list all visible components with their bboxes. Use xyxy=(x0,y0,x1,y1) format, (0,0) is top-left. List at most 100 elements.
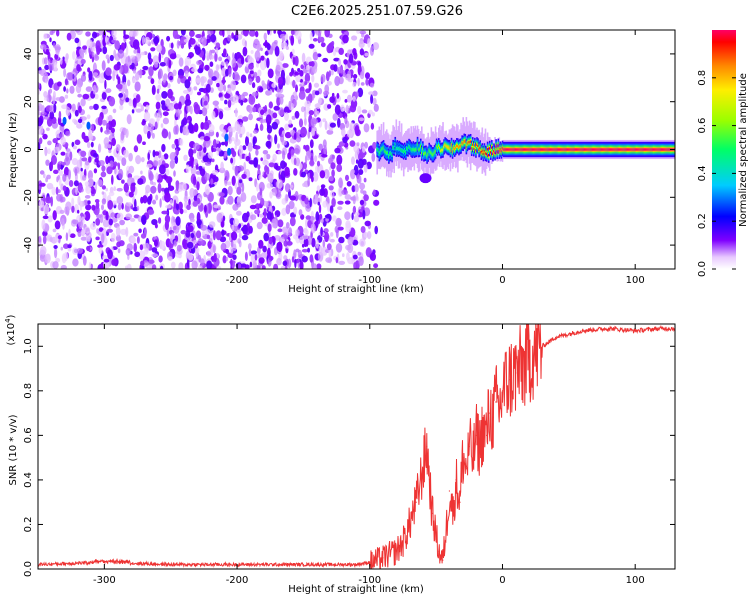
spectrogram-noise-cell xyxy=(260,197,265,205)
spectrogram-signal-cell xyxy=(655,148,658,151)
spectrogram-noise-cell xyxy=(298,118,304,128)
spectrogram-noise-cell xyxy=(187,241,194,249)
spectrogram-noise-cell xyxy=(77,118,83,124)
spectrogram-noise-cell xyxy=(220,67,227,77)
spectrogram-noise-cell xyxy=(57,235,63,240)
spectrogram-noise-cell xyxy=(318,204,322,214)
spectrogram-noise-cell xyxy=(263,232,270,242)
spectrogram-signal-cell xyxy=(588,148,591,151)
spectrogram-noise-cell xyxy=(177,233,182,244)
spectrogram-noise-cell xyxy=(167,185,175,191)
spectrogram-noise-cell xyxy=(203,121,210,130)
spectrogram-signal-cell xyxy=(594,148,596,151)
spectrogram-noise-cell xyxy=(289,71,293,77)
spectrogram-noise-cell xyxy=(305,64,310,71)
spectrogram-signal-cell xyxy=(477,144,479,148)
spectrogram-noise-cell xyxy=(232,126,236,133)
spectrogram-signal-cell xyxy=(441,148,443,152)
spectrogram-noise-cell xyxy=(367,38,371,48)
spectrogram-noise-cell xyxy=(148,66,154,77)
spectrogram-noise-cell xyxy=(85,86,93,92)
spectrogram-noise-cell xyxy=(279,33,286,39)
spectrogram-noise-cell xyxy=(44,96,48,101)
spectrogram-noise-cell xyxy=(304,110,307,120)
spectrogram-noise-cell xyxy=(298,163,303,170)
spectrogram-noise-cell xyxy=(262,150,269,155)
spectrogram-noise-cell xyxy=(221,229,225,237)
spectrogram-noise-cell xyxy=(61,218,65,226)
spectrogram-signal-cell xyxy=(619,148,622,151)
spectrogram-noise-cell xyxy=(228,133,231,142)
spectrogram-x-tick-label: 100 xyxy=(626,275,645,286)
spectrogram-noise-cell xyxy=(310,61,315,67)
spectrogram-noise-cell xyxy=(315,211,320,222)
spectrogram-noise-cell xyxy=(136,205,140,211)
spectrogram-signal-cell xyxy=(565,148,567,151)
spectrogram-noise-cell xyxy=(57,116,62,126)
spectrogram-noise-cell xyxy=(232,254,237,260)
spectrogram-noise-cell xyxy=(155,194,159,201)
spectrogram-signal-cell xyxy=(542,148,544,151)
spectrogram-noise-cell xyxy=(249,204,257,210)
spectrogram-signal-cell xyxy=(626,148,629,151)
spectrogram-signal-cell xyxy=(523,148,526,151)
spectrogram-noise-cell xyxy=(91,204,96,211)
spectrogram-noise-cell xyxy=(56,30,60,37)
spectrogram-signal-cell xyxy=(564,148,566,151)
spectrogram-noise-cell xyxy=(96,45,101,56)
spectrogram-signal-cell xyxy=(402,150,405,154)
spectrogram-noise-cell xyxy=(305,215,311,220)
spectrogram-noise-cell xyxy=(125,213,133,220)
spectrogram-noise-cell xyxy=(99,213,104,224)
spectrogram-noise-cell xyxy=(285,222,290,229)
spectrogram-noise-streak xyxy=(86,121,91,130)
spectrogram-noise-cell xyxy=(69,85,75,94)
spectrogram-noise-cell xyxy=(204,64,210,71)
spectrogram-noise-cell xyxy=(97,244,104,249)
spectrogram-noise-cell xyxy=(196,181,200,191)
spectrogram-signal-cell xyxy=(488,147,491,150)
spectrogram-noise-cell xyxy=(284,123,290,131)
spectrogram-noise-cell xyxy=(108,114,113,122)
spectrogram-signal-cell xyxy=(624,148,627,151)
spectrogram-noise-cell xyxy=(291,256,295,263)
spectrogram-noise-cell xyxy=(351,156,355,165)
spectrogram-signal-cell xyxy=(405,151,407,154)
spectrogram-signal-cell xyxy=(620,148,623,151)
spectrogram-noise-cell xyxy=(38,137,43,145)
spectrogram-noise-cell xyxy=(115,234,122,242)
spectrogram-noise-cell xyxy=(147,52,152,61)
spectrogram-noise-cell xyxy=(193,239,198,244)
spectrogram-noise-cell xyxy=(193,158,198,166)
spectrogram-noise-cell xyxy=(189,217,195,223)
spectrogram-noise-cell xyxy=(171,261,176,269)
spectrogram-noise-cell xyxy=(185,229,191,238)
spectrogram-noise-cell xyxy=(209,61,214,67)
spectrogram-signal-cell xyxy=(392,146,394,149)
spectrogram-noise-cell xyxy=(242,116,249,122)
snr-data-point xyxy=(435,535,437,537)
spectrogram-noise-cell xyxy=(373,263,379,269)
spectrogram-noise-cell xyxy=(117,164,121,170)
spectrogram-noise-cell xyxy=(69,151,73,161)
spectrogram-noise-cell xyxy=(305,150,311,161)
spectrogram-noise-cell xyxy=(348,53,354,64)
spectrogram-noise-cell xyxy=(359,199,365,205)
colorbar: 0.0 0.2 0.4 0.6 0.8 Normalized spectral ampl… xyxy=(697,30,749,277)
spectrogram-signal-cell xyxy=(575,148,578,151)
spectrogram-noise-cell xyxy=(357,251,362,256)
spectrogram-noise-cell xyxy=(254,50,261,61)
snr-data-point xyxy=(581,330,583,332)
snr-data-point xyxy=(428,479,431,481)
spectrogram-noise-cell xyxy=(77,209,80,214)
spectrogram-signal-cell xyxy=(443,145,445,149)
spectrogram-signal-cell xyxy=(660,148,663,151)
spectrogram-noise-cell xyxy=(142,65,149,71)
spectrogram-noise-cell xyxy=(136,95,140,101)
spectrogram-noise-cell xyxy=(283,255,288,261)
spectrogram-noise-cell xyxy=(53,146,60,154)
spectrogram-signal-cell xyxy=(587,148,590,151)
spectrogram-noise-cell xyxy=(201,231,206,236)
spectrogram-noise-cell xyxy=(238,144,244,156)
spectrogram-noise-cell xyxy=(39,253,46,262)
